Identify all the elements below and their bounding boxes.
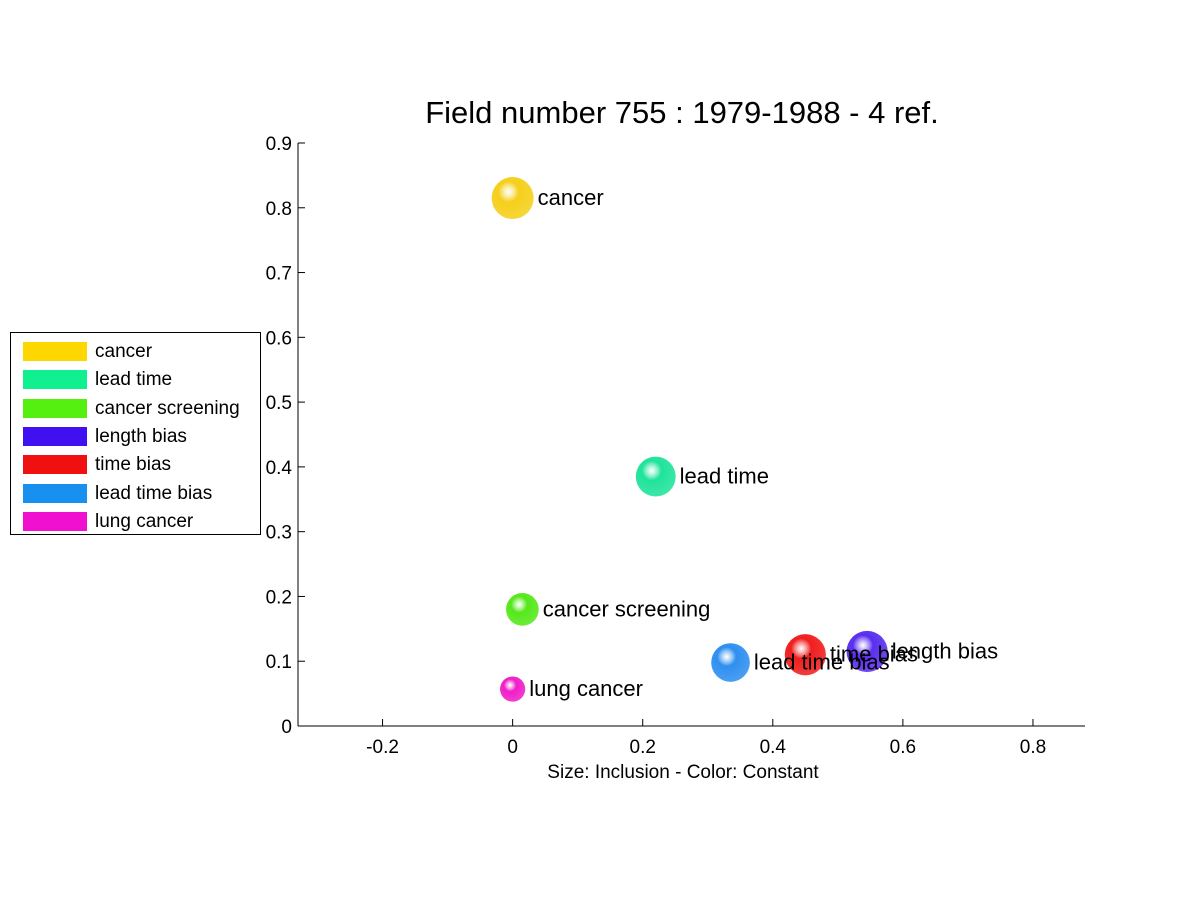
x-tick-label: 0.4 — [760, 737, 787, 758]
legend-item: lead time bias — [23, 483, 259, 505]
point-label: cancer — [538, 185, 604, 210]
y-tick-label: 0 — [281, 717, 292, 738]
data-points: cancer lead time cancer screening length bi… — [491, 177, 998, 702]
x-tick-label: 0.8 — [1020, 737, 1046, 758]
y-tick-label: 0.9 — [266, 134, 292, 155]
legend-label: cancer — [95, 341, 153, 362]
legend-label: cancer screening — [95, 397, 240, 419]
y-tick-label: 0.8 — [266, 199, 292, 220]
y-tick-label: 0.5 — [266, 393, 292, 414]
legend-item: time bias — [23, 454, 259, 476]
y-tick-label: 0.3 — [266, 523, 292, 544]
legend-swatch — [23, 426, 87, 446]
point-label: time bias — [830, 642, 918, 667]
x-axis-label: Size: Inclusion - Color: Constant — [547, 762, 819, 783]
point-marker — [506, 593, 539, 626]
chart-title: Field number 755 : 1979-1988 - 4 ref. — [425, 95, 939, 130]
legend-swatch — [23, 483, 87, 503]
point-marker — [500, 676, 526, 702]
legend-label: lung cancer — [95, 510, 194, 532]
x-tick-label: 0 — [507, 737, 518, 758]
y-tick-label: 0.2 — [266, 587, 292, 608]
legend: cancer lead time cancer screening length bi… — [10, 332, 261, 535]
legend-swatch — [23, 398, 87, 418]
legend-item: cancer screening — [23, 398, 259, 420]
legend-swatch — [23, 342, 87, 361]
legend-label: lead time bias — [95, 482, 213, 504]
x-tick-label: -0.2 — [366, 737, 399, 758]
axes: 0 0.1 0.2 0.3 0.4 0.5 0.6 0.7 0.8 0.9 -0.2 0 0.2 0.4 0… — [266, 134, 1085, 758]
point-label: lead time — [680, 464, 769, 489]
legend-label: length bias — [95, 425, 187, 447]
x-tick-label: 0.2 — [630, 737, 656, 758]
y-tick-label: 0.1 — [266, 652, 292, 673]
point-marker — [846, 630, 888, 673]
y-tick-label: 0.4 — [266, 458, 293, 479]
legend-label: time bias — [95, 454, 172, 476]
legend-item: lead time — [23, 369, 259, 391]
legend-item: cancer — [23, 341, 259, 363]
legend-label: lead time — [95, 369, 173, 391]
legend-item: lung cancer — [23, 511, 259, 533]
point-marker — [491, 177, 534, 220]
legend-swatch — [23, 370, 87, 390]
point-label: lung cancer — [529, 676, 643, 701]
legend-item: length bias — [23, 426, 259, 448]
legend-swatch — [23, 511, 87, 531]
x-tick-label: 0.6 — [890, 737, 916, 758]
point-label: length bias — [892, 639, 998, 664]
point-label: lead time bias — [754, 650, 890, 675]
y-tick-label: 0.6 — [266, 328, 292, 349]
point-marker — [711, 643, 750, 682]
point-marker — [635, 456, 676, 497]
point-label: cancer screening — [543, 596, 711, 621]
legend-swatch — [23, 455, 87, 475]
y-tick-label: 0.7 — [266, 264, 292, 285]
point-marker — [784, 634, 826, 676]
